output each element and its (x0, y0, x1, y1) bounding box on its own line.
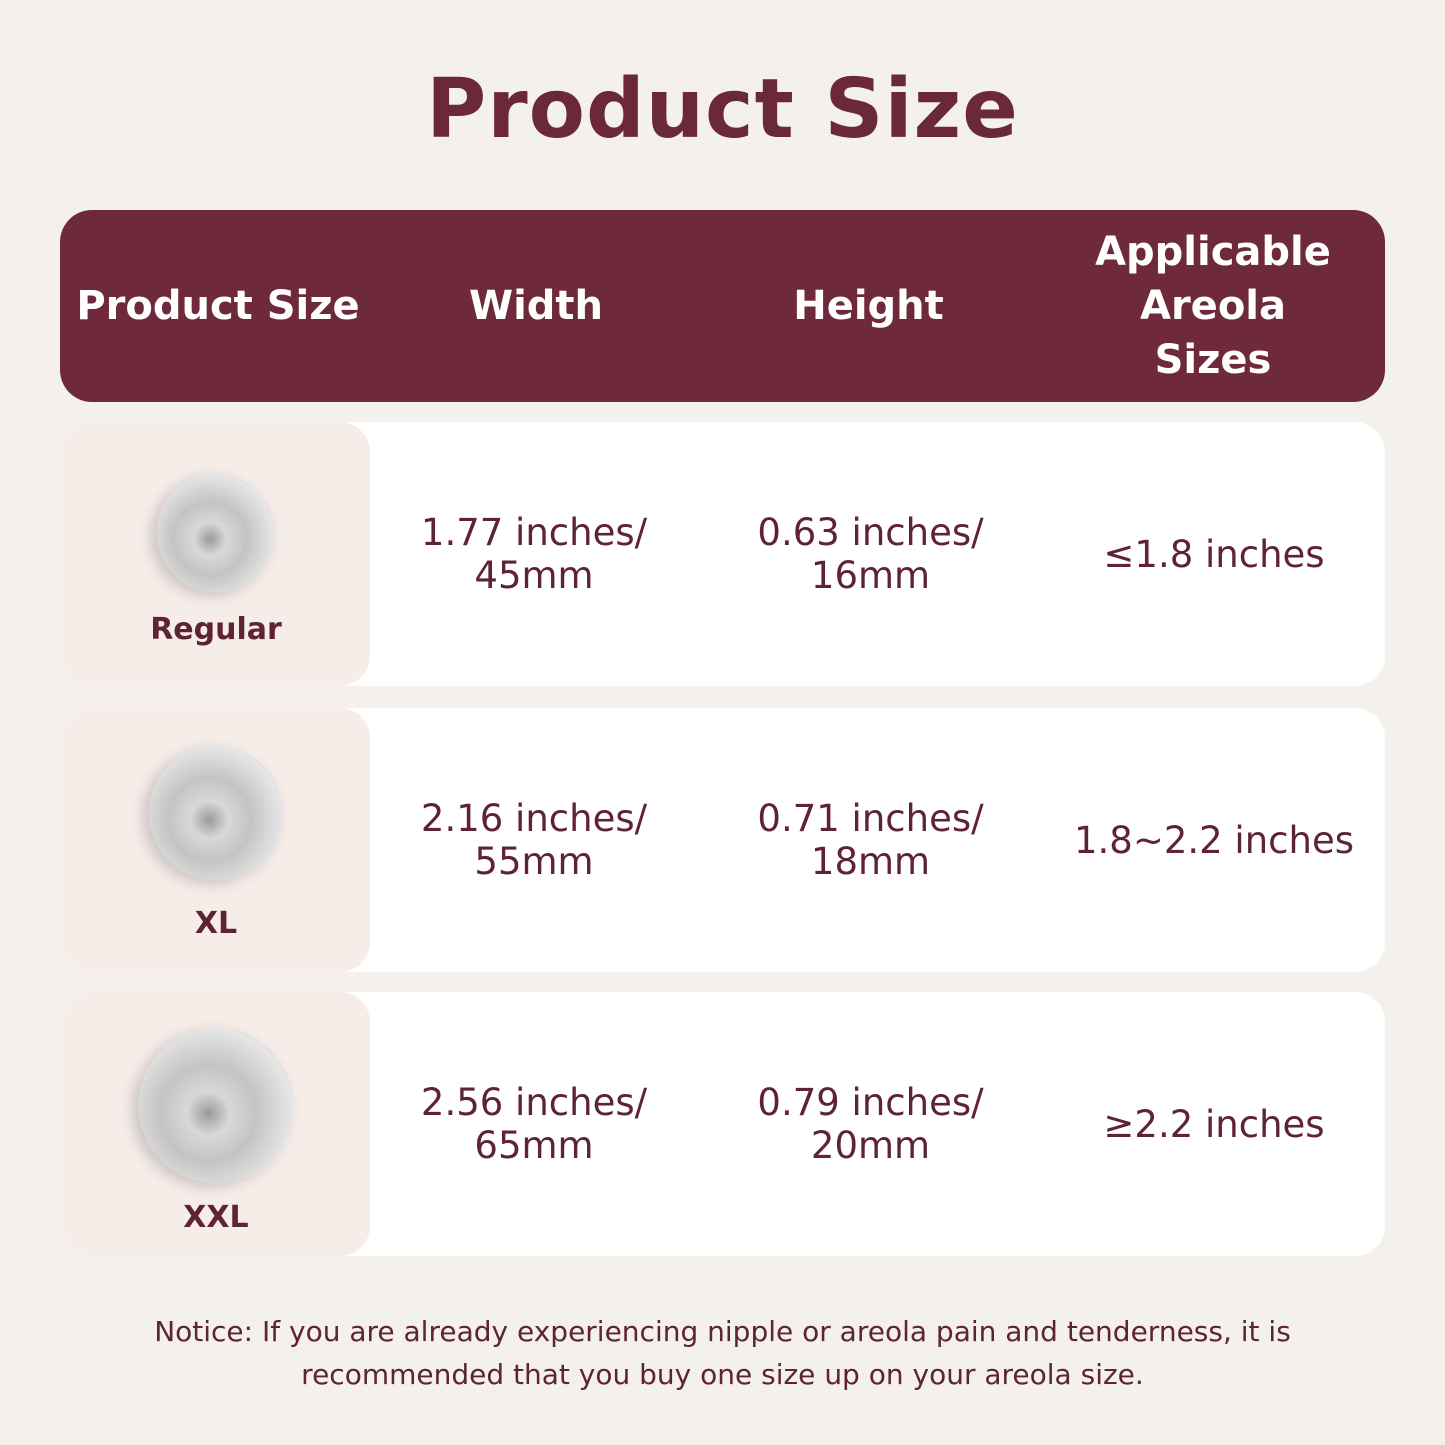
height-cell: 0.79 inches/20mm (698, 1081, 1043, 1167)
width-cell: 2.16 inches/55mm (370, 797, 698, 883)
nipple-shield-image (149, 746, 283, 880)
height-inches: 0.71 inches/ (757, 797, 984, 840)
page-title: Product Size (426, 62, 1019, 157)
header-height: Height (793, 283, 944, 329)
height-inches: 0.79 inches/ (757, 1081, 984, 1124)
areola-cell: ≤1.8 inches (1103, 532, 1325, 576)
table-row: XXL 2.56 inches/65mm 0.79 inches/20mm ≥2… (62, 992, 1385, 1256)
nipple-shield-image (157, 474, 275, 592)
height-inches: 0.63 inches/ (757, 511, 984, 554)
notice-text: Notice: If you are already experiencing … (154, 1315, 1291, 1391)
height-cell: 0.71 inches/18mm (698, 797, 1043, 883)
size-label: Regular (150, 612, 282, 647)
width-mm: 45mm (474, 554, 594, 597)
height-mm: 18mm (810, 840, 931, 883)
width-inches: 2.16 inches/ (420, 797, 648, 840)
size-cell: XL (62, 708, 370, 972)
table-row: Regular 1.77 inches/45mm 0.63 inches/16m… (62, 422, 1385, 686)
width-mm: 65mm (474, 1124, 594, 1167)
table-row: XL 2.16 inches/55mm 0.71 inches/18mm 1.8… (62, 708, 1385, 972)
table-header: Product Size Width Height Applicable Are… (60, 210, 1385, 402)
size-cell: XXL (62, 992, 370, 1256)
width-inches: 1.77 inches/ (420, 511, 648, 554)
width-cell: 1.77 inches/45mm (370, 511, 698, 597)
header-width: Width (468, 283, 604, 329)
width-mm: 55mm (474, 840, 594, 883)
header-areola: Applicable Areola Sizes (1095, 229, 1331, 383)
height-mm: 20mm (810, 1124, 931, 1167)
size-label: XXL (183, 1200, 249, 1235)
size-cell: Regular (62, 422, 370, 686)
height-cell: 0.63 inches/16mm (698, 511, 1043, 597)
size-label: XL (194, 906, 238, 941)
width-cell: 2.56 inches/65mm (370, 1081, 698, 1167)
header-product-size: Product Size (76, 283, 360, 329)
areola-cell: ≥2.2 inches (1103, 1102, 1325, 1146)
height-mm: 16mm (810, 554, 931, 597)
width-inches: 2.56 inches/ (420, 1081, 648, 1124)
areola-cell: 1.8~2.2 inches (1073, 818, 1354, 862)
nipple-shield-image (138, 1028, 294, 1183)
